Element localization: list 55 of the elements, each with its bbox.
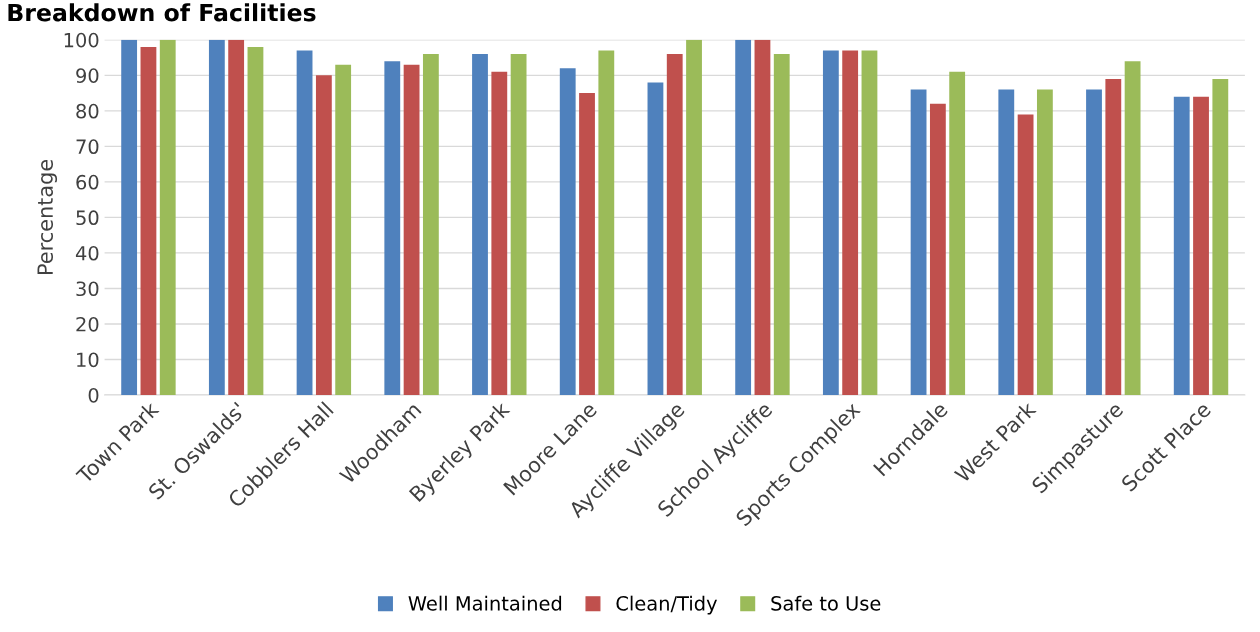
bar — [491, 71, 508, 395]
bar — [861, 50, 878, 395]
bar — [647, 82, 664, 395]
chart-title: Breakdown of Facilities — [8, 3, 316, 22]
y-tick-label: 60 — [76, 174, 99, 190]
bar — [140, 46, 157, 395]
y-tick-label: 10 — [77, 352, 99, 368]
bar — [422, 54, 439, 395]
bar — [754, 39, 771, 395]
bar — [773, 54, 790, 395]
y-tick-label: 0 — [88, 387, 99, 403]
bar — [1124, 61, 1141, 395]
bar — [1105, 78, 1122, 395]
bar — [598, 50, 615, 395]
bar — [510, 54, 527, 395]
y-axis-title: Percentage — [37, 159, 58, 274]
bar — [559, 68, 576, 395]
bar — [121, 39, 138, 395]
bar — [686, 39, 702, 395]
bar — [929, 103, 946, 395]
y-tick-label: 100 — [64, 32, 99, 48]
y-tick-label: 50 — [76, 210, 99, 226]
y-tick-label: 20 — [76, 316, 99, 332]
y-tick-label: 70 — [76, 139, 99, 155]
bar — [1017, 114, 1034, 395]
bar — [735, 39, 752, 395]
bar — [1193, 96, 1209, 395]
bar — [949, 71, 966, 395]
bar — [472, 54, 488, 395]
legend-label: Well Maintained — [408, 595, 562, 611]
bar — [228, 39, 245, 395]
bar — [1036, 89, 1053, 395]
bar — [579, 93, 595, 395]
bar — [315, 75, 332, 395]
bar — [384, 61, 401, 395]
bar — [159, 39, 176, 395]
bar — [1212, 78, 1229, 395]
legend-label: Safe to Use — [771, 595, 881, 611]
y-tick-label: 90 — [76, 68, 99, 83]
bar — [335, 64, 352, 395]
bar — [1086, 89, 1102, 395]
bar — [998, 89, 1015, 395]
y-tick-label: 80 — [76, 103, 99, 119]
legend-label: Clean/Tidy — [616, 595, 717, 615]
bar — [842, 50, 859, 395]
y-tick-label: 40 — [75, 245, 99, 261]
y-tick-label: 30 — [76, 281, 99, 297]
bar — [208, 39, 225, 395]
bar — [822, 50, 839, 395]
bar — [403, 64, 420, 395]
bar — [666, 54, 683, 395]
bar — [296, 50, 313, 395]
bar — [247, 46, 264, 395]
bar — [910, 89, 927, 395]
bar — [1173, 96, 1190, 395]
